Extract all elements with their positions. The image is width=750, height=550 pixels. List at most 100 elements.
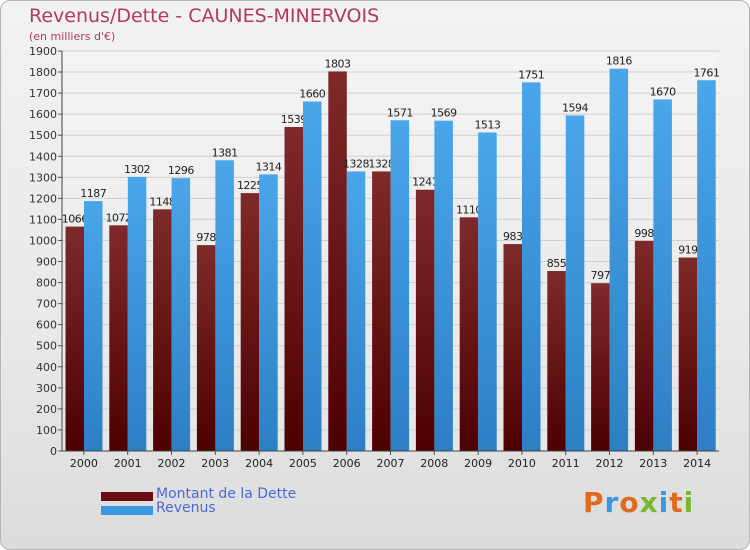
bar-revenus: [697, 80, 716, 452]
y-tick-label: 900: [36, 256, 57, 269]
x-tick-label: 2011: [552, 457, 580, 470]
bar-revenus: [609, 68, 629, 452]
y-tick-label: 1300: [29, 171, 57, 184]
data-label-revenus: 1660: [299, 88, 325, 101]
data-label-revenus: 1761: [693, 66, 719, 79]
logo-letter: P: [583, 486, 605, 519]
data-label-dette: 1539: [281, 113, 307, 126]
x-tick-label: 2004: [245, 457, 273, 470]
bar-revenus: [346, 171, 366, 451]
bar-dette: [459, 217, 479, 451]
data-label-revenus: 1302: [124, 163, 150, 176]
bar-dette: [547, 271, 566, 451]
x-tick-label: 2006: [333, 457, 361, 470]
chart-title: Revenus/Dette - CAUNES-MINERVOIS: [29, 5, 380, 27]
data-label-dette: 1328: [368, 157, 394, 170]
chart-subtitle: (en milliers d'€): [29, 30, 116, 43]
y-tick-label: 1400: [29, 150, 57, 163]
y-tick-label: 300: [36, 382, 57, 395]
y-tick-label: 1000: [29, 234, 57, 247]
data-label-revenus: 1571: [387, 106, 413, 119]
data-label-revenus: 1381: [212, 146, 238, 159]
data-label-dette: 1148: [149, 195, 175, 208]
y-tick-label: 400: [36, 361, 57, 374]
bar-revenus: [390, 120, 410, 452]
y-tick-label: 1700: [29, 87, 57, 100]
x-tick-label: 2013: [639, 457, 667, 470]
x-tick-label: 2005: [289, 457, 317, 470]
y-tick-label: 700: [36, 298, 57, 311]
x-tick-label: 2008: [420, 457, 448, 470]
data-label-dette: 797: [591, 269, 611, 282]
y-tick-label: 100: [36, 424, 57, 437]
y-tick-label: 1500: [29, 129, 57, 142]
bar-dette: [678, 257, 698, 451]
bar-revenus: [303, 101, 322, 452]
bar-dette: [153, 209, 172, 451]
bar-dette: [196, 245, 216, 451]
y-tick-label: 500: [36, 340, 57, 353]
legend-swatch-dette: [101, 492, 153, 501]
bar-revenus: [478, 132, 497, 451]
x-tick-label: 2014: [683, 457, 711, 470]
data-label-dette: 1066: [62, 213, 88, 226]
bar-revenus: [127, 176, 147, 452]
x-tick-label: 2002: [158, 457, 186, 470]
x-tick-label: 2009: [464, 457, 492, 470]
y-tick-label: 0: [50, 445, 57, 458]
bar-revenus: [84, 201, 103, 451]
bar-revenus: [565, 115, 585, 451]
legend-label-dette: Montant de la Dette: [156, 486, 297, 502]
legend-swatch-revenus: [101, 506, 153, 515]
bar-dette: [503, 244, 522, 451]
bar-dette: [65, 226, 84, 451]
bar-dette: [284, 127, 303, 451]
y-tick-label: 1100: [29, 213, 57, 226]
bar-revenus: [434, 120, 453, 452]
bar-dette: [240, 193, 260, 451]
x-tick-label: 2000: [70, 457, 98, 470]
data-label-revenus: 1296: [168, 164, 194, 177]
data-label-revenus: 1569: [431, 107, 457, 120]
x-tick-label: 2010: [508, 457, 536, 470]
data-label-revenus: 1187: [80, 187, 106, 200]
bar-dette: [415, 189, 435, 451]
bar-revenus: [522, 82, 541, 452]
bar-dette: [591, 283, 610, 451]
y-tick-label: 200: [36, 403, 57, 416]
y-tick-label: 800: [36, 277, 57, 290]
logo-letter: t: [669, 486, 684, 519]
data-label-dette: 983: [503, 230, 523, 243]
bar-dette: [634, 240, 654, 451]
x-tick-label: 2001: [114, 457, 142, 470]
y-tick-label: 1200: [29, 192, 57, 205]
bar-revenus: [171, 178, 191, 451]
data-label-dette: 1072: [106, 211, 132, 224]
data-label-dette: 998: [634, 227, 654, 240]
data-label-revenus: 1816: [606, 55, 632, 68]
logo-letter: r: [604, 486, 620, 519]
y-tick-label: 1900: [29, 45, 57, 58]
data-label-revenus: 1513: [474, 118, 500, 131]
bar-revenus: [653, 99, 672, 451]
data-label-revenus: 1314: [255, 160, 281, 173]
x-tick-label: 2007: [377, 457, 405, 470]
x-tick-label: 2012: [596, 457, 624, 470]
data-label-dette: 978: [196, 231, 216, 244]
proxiti-logo: Proxiti: [583, 486, 694, 519]
bar-dette: [372, 171, 391, 451]
y-tick-label: 1600: [29, 108, 57, 121]
bar-revenus: [259, 174, 278, 452]
y-tick-label: 1800: [29, 66, 57, 79]
bar-dette: [328, 71, 347, 451]
bar-dette: [109, 225, 128, 451]
x-tick-label: 2003: [201, 457, 229, 470]
data-label-dette: 1110: [456, 203, 482, 216]
logo-letter: i: [658, 486, 670, 519]
data-label-dette: 1803: [325, 57, 351, 70]
logo-letter: o: [619, 486, 640, 519]
logo-letter: x: [639, 486, 659, 519]
data-label-dette: 1241: [412, 176, 438, 189]
